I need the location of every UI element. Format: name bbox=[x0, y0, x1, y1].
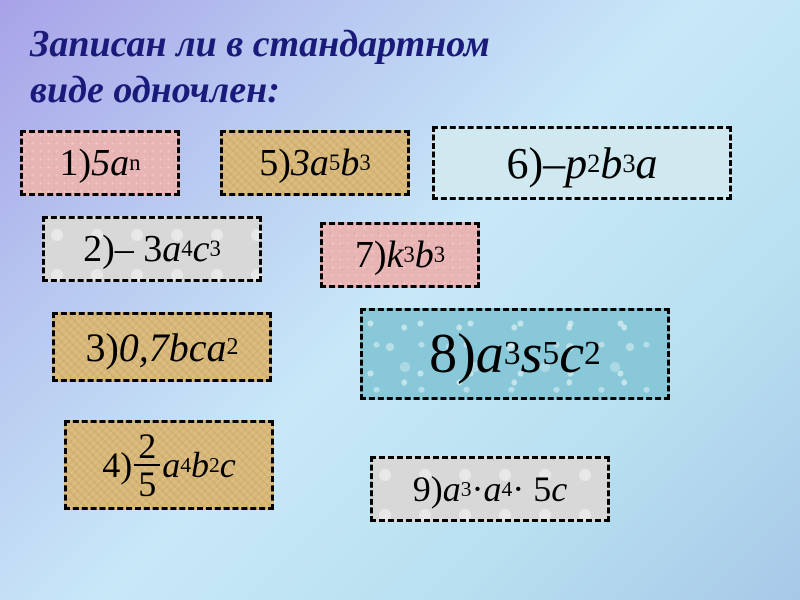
card-7-var2: b bbox=[415, 233, 434, 277]
card-7-sup2: 3 bbox=[434, 242, 445, 268]
card-1-num: 1) bbox=[59, 141, 91, 185]
card-5: 5) 3a5b3 bbox=[220, 130, 410, 196]
card-6-var1: p bbox=[565, 138, 587, 189]
card-2-var2: c bbox=[193, 227, 210, 271]
card-9-var1: a bbox=[443, 468, 461, 510]
card-9-sup1: 3 bbox=[461, 477, 472, 502]
card-7-var1: k bbox=[386, 233, 403, 277]
card-8-var2: s bbox=[521, 322, 543, 386]
card-6: 6) – p2b3a bbox=[432, 126, 732, 200]
card-3-expr: 0,7bca bbox=[119, 324, 227, 371]
card-6-prefix: – bbox=[543, 138, 565, 189]
card-3: 3) 0,7bca2 bbox=[52, 312, 272, 382]
card-4-frac-top: 2 bbox=[134, 428, 160, 466]
card-6-sup1: 2 bbox=[587, 148, 600, 179]
card-8-num: 8) bbox=[429, 322, 476, 386]
card-9-dot1: · bbox=[472, 468, 484, 510]
card-4-var1: a bbox=[162, 444, 180, 486]
card-7-sup1: 3 bbox=[403, 242, 414, 268]
card-9-sup2: 4 bbox=[502, 477, 513, 502]
card-1: 1) 5an bbox=[20, 130, 180, 196]
card-4-frac: 2 5 bbox=[134, 428, 160, 502]
card-9-dot2: · 5 bbox=[512, 468, 551, 510]
card-5-num: 5) bbox=[259, 141, 291, 185]
card-6-var2: b bbox=[600, 138, 622, 189]
card-1-sup1: n bbox=[129, 150, 140, 176]
card-6-var3: a bbox=[636, 138, 658, 189]
page-title: Записан ли в стандартномвиде одночлен: bbox=[30, 22, 490, 113]
card-4-frac-bot: 5 bbox=[134, 466, 160, 502]
card-4-sup1: 4 bbox=[180, 453, 191, 478]
card-5-var2: b bbox=[340, 141, 359, 185]
card-8-sup3: 2 bbox=[584, 335, 601, 373]
card-2: 2) – 3a4c3 bbox=[42, 216, 262, 282]
card-8-sup2: 5 bbox=[542, 335, 559, 373]
card-4-sup2: 2 bbox=[209, 453, 220, 478]
card-4-var2: b bbox=[191, 444, 209, 486]
card-3-num: 3) bbox=[85, 324, 118, 371]
card-2-var1: a bbox=[162, 227, 181, 271]
card-9: 9) a3 · a4 · 5c bbox=[370, 456, 610, 522]
card-6-num: 6) bbox=[506, 138, 543, 189]
card-6-sup2: 3 bbox=[622, 148, 635, 179]
card-8-sup1: 3 bbox=[504, 335, 521, 373]
card-4-var3: c bbox=[220, 444, 236, 486]
card-5-sup1: 5 bbox=[329, 150, 340, 176]
card-2-num: 2) bbox=[83, 227, 115, 271]
card-7: 7) k3b3 bbox=[320, 222, 480, 288]
card-2-prefix: – 3 bbox=[115, 227, 163, 271]
card-5-expr: 3a bbox=[291, 141, 329, 185]
card-4-num: 4) bbox=[102, 444, 132, 486]
card-2-sup1: 4 bbox=[181, 236, 192, 262]
card-2-sup2: 3 bbox=[210, 236, 221, 262]
card-7-num: 7) bbox=[355, 233, 387, 277]
card-8: 8) a3 s5c2 bbox=[360, 308, 670, 400]
card-5-sup2: 3 bbox=[359, 150, 370, 176]
card-4: 4) 2 5 a4b2c bbox=[64, 420, 274, 510]
card-8-var1: a bbox=[476, 322, 504, 386]
card-9-var3: c bbox=[551, 468, 567, 510]
card-8-var3: c bbox=[559, 322, 584, 386]
card-9-var2: a bbox=[484, 468, 502, 510]
card-3-sup1: 2 bbox=[227, 334, 239, 361]
card-1-expr: 5a bbox=[91, 141, 129, 185]
card-9-num: 9) bbox=[413, 468, 443, 510]
